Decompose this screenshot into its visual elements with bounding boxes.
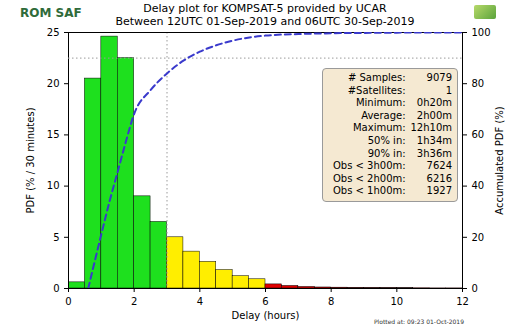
svg-text:PDF (% / 30 minutes): PDF (% / 30 minutes) bbox=[25, 107, 36, 213]
html-text:3h36m: 3h36m bbox=[416, 147, 452, 159]
html-text:Plotted at: 09:23 01-Oct-2019: Plotted at: 09:23 01-Oct-2019 bbox=[374, 318, 464, 325]
html-text:Obs < 1h00m:: Obs < 1h00m: bbox=[332, 185, 406, 197]
svg-text:20: 20 bbox=[47, 78, 60, 89]
html-text:50% in:: 50% in: bbox=[367, 135, 406, 146]
html-text:90% in:: 90% in: bbox=[367, 147, 406, 159]
html-text:6216: 6216 bbox=[426, 172, 452, 184]
html-text:9079: 9079 bbox=[426, 72, 452, 83]
html-text:2h00m: 2h00m bbox=[416, 109, 452, 121]
svg-text:25: 25 bbox=[47, 27, 60, 38]
svg-text:20: 20 bbox=[472, 232, 485, 243]
html-text:0h20m: 0h20m bbox=[416, 97, 452, 109]
svg-text:Accumulated PDF (%): Accumulated PDF (%) bbox=[494, 106, 505, 215]
html-text:# Samples:: # Samples: bbox=[348, 72, 406, 83]
html-text:1927: 1927 bbox=[426, 185, 452, 197]
html-text:1h34m: 1h34m bbox=[416, 135, 452, 146]
html-text:Obs < 3h00m:: Obs < 3h00m: bbox=[332, 160, 406, 172]
html-text:Obs < 2h00m:: Obs < 2h00m: bbox=[332, 172, 406, 184]
svg-text:80: 80 bbox=[472, 78, 485, 89]
svg-text:0: 0 bbox=[65, 296, 71, 307]
svg-text:5: 5 bbox=[53, 232, 59, 243]
svg-text:40: 40 bbox=[472, 180, 485, 191]
html-text:7624: 7624 bbox=[426, 160, 452, 172]
svg-text:2: 2 bbox=[131, 296, 137, 307]
html-text:Minimum:: Minimum: bbox=[355, 97, 406, 109]
html-text:Delay plot for KOMPSAT-5 provi: Delay plot for KOMPSAT-5 provided by UCA… bbox=[143, 2, 387, 15]
html-text:ROM SAF: ROM SAF bbox=[20, 6, 82, 20]
svg-text:12: 12 bbox=[456, 296, 469, 307]
html-text:Between 12UTC 01-Sep-2019 and: Between 12UTC 01-Sep-2019 and 06UTC 30-S… bbox=[115, 15, 415, 28]
svg-text:8: 8 bbox=[328, 296, 334, 307]
svg-text:60: 60 bbox=[472, 129, 485, 140]
svg-text:0: 0 bbox=[53, 283, 59, 294]
svg-text:Delay (hours): Delay (hours) bbox=[232, 310, 300, 321]
html-text:Average:: Average: bbox=[361, 109, 406, 121]
svg-text:4: 4 bbox=[197, 296, 203, 307]
html-text:1: 1 bbox=[445, 84, 452, 96]
svg-text:15: 15 bbox=[47, 129, 60, 140]
svg-text:10: 10 bbox=[47, 180, 60, 191]
html-text:Maximum: 12h10m: Maximum: 12h10m bbox=[353, 122, 452, 134]
svg-text:6: 6 bbox=[262, 296, 268, 307]
svg-text:10: 10 bbox=[390, 296, 403, 307]
html-text:#Satellites:: #Satellites: bbox=[347, 84, 406, 96]
svg-text:100: 100 bbox=[472, 27, 491, 38]
svg-text:0: 0 bbox=[472, 283, 478, 294]
